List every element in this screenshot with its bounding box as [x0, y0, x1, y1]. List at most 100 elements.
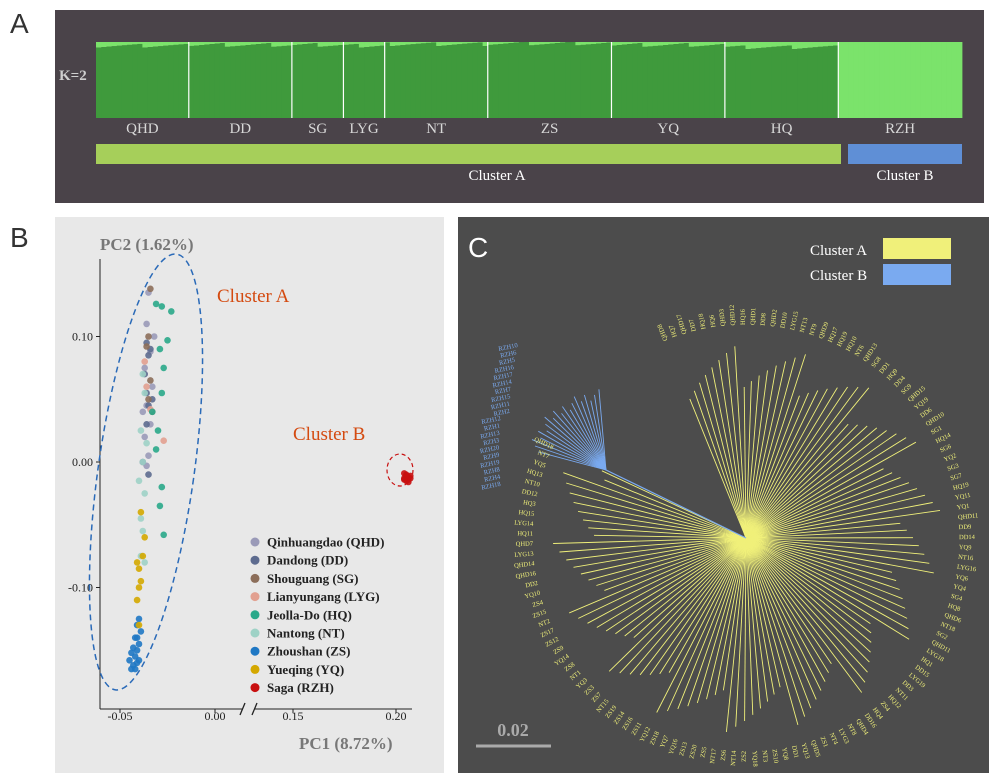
pca-point	[126, 657, 133, 664]
tree-branch-b	[562, 406, 607, 471]
admixture-bar-cluster1	[384, 42, 391, 118]
admixture-bar-cluster2	[534, 42, 540, 45]
admixture-bar-cluster1	[245, 45, 252, 118]
admixture-bar-cluster2	[338, 42, 344, 46]
tree-tip-label-a: YQ9	[959, 544, 972, 552]
pca-point	[145, 333, 152, 340]
tree-tip-label-a: YQ2	[943, 452, 957, 463]
tree-branch-a	[578, 537, 747, 619]
tree-branch-a	[745, 537, 910, 640]
tree-branch-a	[745, 537, 925, 555]
admixture-bar-cluster2	[214, 42, 221, 44]
pca-point	[143, 343, 150, 350]
tree-tip-label-a: YQ11	[955, 492, 972, 502]
tree-tip-label-a: NT13	[799, 317, 810, 333]
admixture-bar-cluster2	[652, 42, 659, 46]
pca-point	[137, 515, 145, 522]
tree-branch-a	[573, 501, 747, 539]
legend-marker	[250, 628, 260, 638]
admixture-bar-cluster2	[827, 42, 834, 46]
admixture-bar-cluster1	[420, 43, 427, 119]
admixture-bar-cluster1	[461, 43, 468, 118]
admixture-bar-cluster1	[276, 46, 282, 118]
admixture-bar-cluster2	[817, 42, 824, 47]
admixture-bar-cluster1	[235, 45, 241, 119]
pca-point	[158, 389, 166, 397]
admixture-bar-cluster2	[498, 42, 504, 44]
admixture-bar-cluster2	[503, 42, 509, 44]
admixture-bar-cluster2	[740, 42, 746, 46]
pca-point	[133, 559, 141, 566]
admixture-bar-cluster1	[822, 46, 829, 118]
tree-tip-label-b: RZH14	[492, 378, 513, 389]
admixture-bar-cluster2	[956, 42, 963, 118]
tree-tip-label-b: RZH11	[490, 401, 510, 412]
tree-tip-label-a: QHD16	[515, 570, 537, 580]
legend-marker	[250, 646, 260, 656]
admixture-bar-cluster1	[183, 43, 190, 119]
admixture-bar-cluster2	[219, 42, 226, 44]
tree-branch-a	[745, 425, 868, 539]
tree-tip-label-a: HQ18	[698, 313, 708, 330]
admixture-bar-cluster1	[394, 45, 401, 118]
tree-tip-label-a: ZS2	[741, 751, 748, 762]
admixture-bar-cluster2	[266, 42, 272, 44]
admixture-bar-cluster1	[719, 44, 726, 118]
cluster-b-annotation: Cluster B	[293, 424, 365, 445]
pca-point	[150, 333, 158, 340]
pca-point	[139, 408, 147, 416]
legend-label: Yueqing (YQ)	[267, 662, 344, 677]
admixture-bar-cluster2	[838, 42, 844, 118]
admixture-bar-cluster2	[415, 42, 422, 44]
admixture-bar-cluster2	[601, 42, 607, 44]
pca-point	[141, 534, 148, 541]
tree-branch-a	[745, 427, 878, 539]
pca-point	[141, 364, 148, 372]
tree-branch-a	[725, 537, 747, 733]
admixture-bar-cluster2	[812, 42, 819, 48]
admixture-bar-cluster2	[312, 42, 319, 44]
tree-branch-a	[659, 537, 747, 675]
tree-branch-a	[608, 537, 747, 672]
legend-marker	[250, 592, 260, 602]
admixture-bar-cluster2	[529, 42, 535, 46]
admixture-bar-cluster2	[786, 42, 793, 46]
admixture-bar-cluster2	[843, 42, 849, 118]
admixture-bar-cluster1	[281, 45, 288, 119]
admixture-bar-cluster2	[941, 42, 947, 118]
tree-tip-label-a: HQ7	[668, 323, 679, 338]
admixture-bar-cluster2	[647, 42, 654, 47]
tree-branch-a	[566, 537, 747, 561]
admixture-bar-cluster2	[121, 42, 128, 46]
tree-branch-b	[534, 445, 607, 471]
tree-branch-a	[744, 537, 747, 722]
admixture-bar-cluster1	[291, 45, 298, 118]
tree-branch-a	[689, 398, 747, 539]
admixture-bar-cluster1	[173, 44, 179, 118]
cluster-a-bar	[96, 144, 841, 164]
admixture-bar-cluster2	[178, 42, 185, 45]
legend-label: Qinhuangdao (QHD)	[267, 535, 384, 550]
admixture-bar-cluster2	[936, 42, 942, 118]
admixture-bar-cluster1	[116, 45, 123, 118]
pca-point	[141, 433, 148, 441]
admixture-bar-cluster2	[755, 42, 762, 49]
k-label: K=2	[59, 68, 87, 84]
admixture-bar-cluster1	[472, 42, 478, 118]
admixture-bar-cluster1	[297, 44, 303, 118]
tree-branch-a	[696, 537, 747, 704]
admixture-bar-cluster2	[297, 42, 303, 45]
tree-branch-a	[582, 519, 747, 539]
pca-scatter: PC2 (1.62%) PC1 (8.72%) -0.05 0.00 0.15 0.2…	[55, 217, 444, 773]
tree-branch-a	[745, 522, 901, 539]
admixture-bar-cluster1	[389, 46, 396, 118]
tree-branch-a	[745, 537, 903, 600]
admixture-bar-cluster1	[353, 43, 360, 119]
tree-tip-label-b: RZH3	[483, 437, 500, 447]
panel-letter-a: A	[10, 8, 29, 39]
admixture-bar-cluster1	[106, 46, 112, 118]
tree-branch-a	[745, 424, 858, 539]
tree-branch-a	[745, 395, 800, 539]
pca-point	[133, 634, 141, 641]
tree-tip-label-a: SG2	[935, 630, 948, 641]
